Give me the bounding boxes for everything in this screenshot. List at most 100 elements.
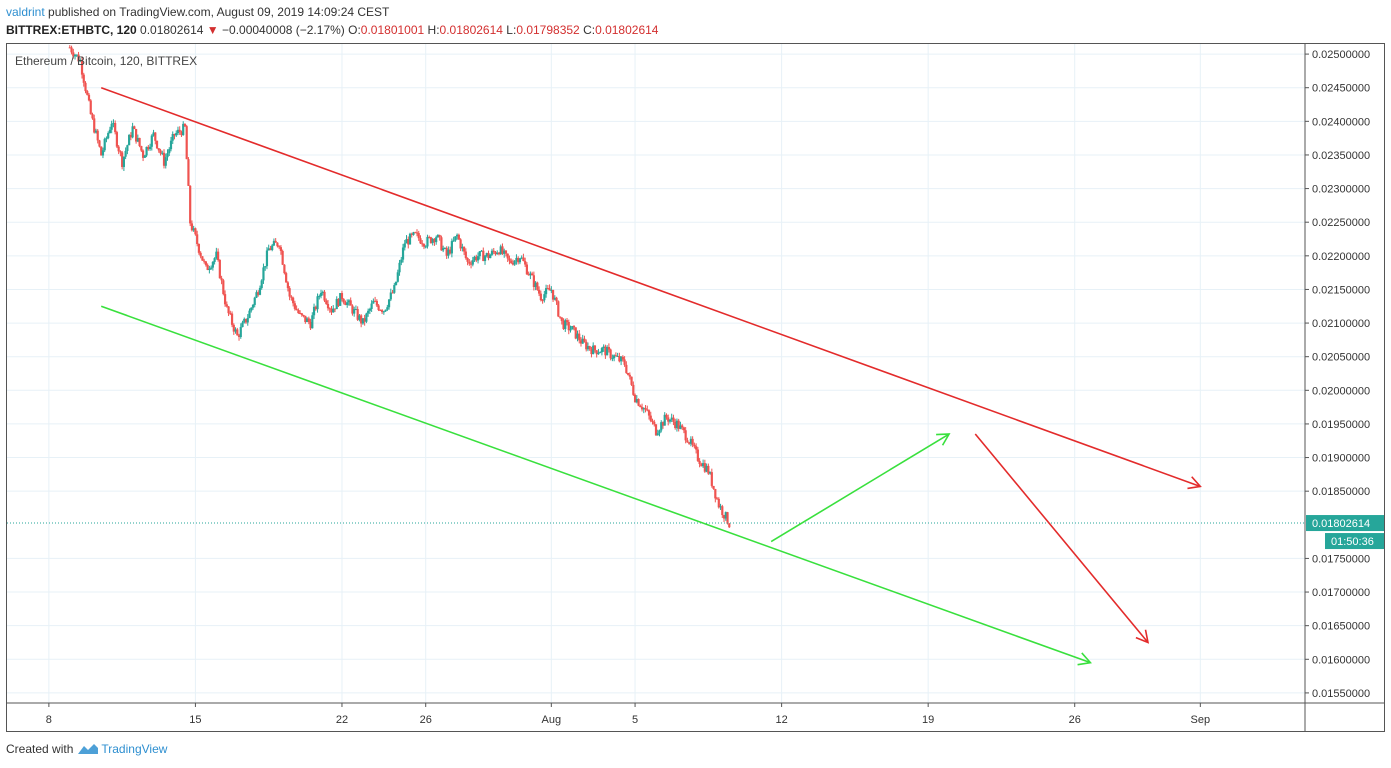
candle-body bbox=[682, 427, 686, 431]
candle-body bbox=[548, 288, 551, 291]
candle-body bbox=[663, 414, 666, 426]
candle-body bbox=[695, 446, 698, 450]
candle-body bbox=[72, 52, 75, 57]
x-tick-label: 5 bbox=[632, 714, 638, 726]
candle-body bbox=[412, 232, 415, 235]
y-tick-label: 0.01700000 bbox=[1312, 587, 1370, 599]
candle-body bbox=[614, 355, 617, 357]
candle-body bbox=[107, 133, 110, 139]
candle-body bbox=[635, 399, 638, 403]
price-change: −0.00040008 (−2.17%) bbox=[222, 23, 345, 37]
tradingview-link[interactable]: TradingView bbox=[77, 742, 167, 756]
candle-body bbox=[98, 140, 101, 147]
candle-body bbox=[136, 137, 139, 142]
candle-body bbox=[632, 384, 635, 395]
candle-body bbox=[452, 240, 455, 242]
candle-body bbox=[454, 236, 457, 241]
candle-body bbox=[466, 258, 469, 262]
x-tick-label: Aug bbox=[542, 714, 562, 726]
candle-body bbox=[445, 247, 448, 256]
candle-body bbox=[243, 318, 246, 323]
chart-frame[interactable] bbox=[6, 43, 1385, 732]
candle-body bbox=[367, 310, 370, 314]
candle-body bbox=[210, 267, 213, 269]
candle-body bbox=[712, 485, 715, 490]
y-tick-label: 0.02400000 bbox=[1312, 116, 1370, 128]
candle-body bbox=[152, 132, 155, 136]
candle-body bbox=[410, 233, 413, 235]
x-tick-label: 8 bbox=[46, 714, 52, 726]
candle-body bbox=[600, 348, 604, 353]
candle-body bbox=[640, 407, 644, 410]
candle-body bbox=[433, 238, 436, 243]
candle-body bbox=[562, 320, 565, 330]
candle-body bbox=[145, 146, 148, 156]
candle-body bbox=[429, 237, 433, 244]
author-link[interactable]: valdrint bbox=[6, 5, 45, 19]
candle-body bbox=[171, 133, 174, 141]
candle-body bbox=[415, 232, 419, 234]
last-price-tag bbox=[1306, 515, 1384, 532]
candle-body bbox=[544, 288, 548, 295]
candle-body bbox=[550, 289, 553, 291]
candle-body bbox=[138, 137, 141, 147]
candle-body bbox=[457, 234, 460, 240]
close-label: C: bbox=[583, 23, 596, 37]
high-label: H: bbox=[427, 23, 440, 37]
close-value: 0.01802614 bbox=[595, 23, 659, 37]
candle-body bbox=[375, 300, 378, 306]
candle-body bbox=[637, 399, 640, 406]
candle-body bbox=[187, 159, 190, 186]
candle-body bbox=[510, 260, 513, 264]
candle-body bbox=[112, 123, 115, 125]
candle-body bbox=[126, 145, 129, 151]
candle-body bbox=[347, 300, 351, 303]
candle-body bbox=[330, 308, 333, 313]
trendline-arrow bbox=[770, 433, 950, 543]
candle-body bbox=[456, 234, 459, 237]
last-price-tag-label: 0.01802614 bbox=[1312, 518, 1370, 530]
candle-body bbox=[344, 302, 347, 306]
candle-body bbox=[468, 261, 471, 264]
candle-body bbox=[353, 309, 356, 314]
candle-body bbox=[325, 300, 328, 304]
candle-body bbox=[459, 239, 462, 249]
candle-body bbox=[428, 236, 431, 238]
candle-body bbox=[180, 132, 183, 136]
trendline-arrow bbox=[100, 86, 1201, 488]
candle-body bbox=[670, 417, 673, 420]
candle-body bbox=[244, 318, 248, 323]
candle-body bbox=[707, 465, 710, 474]
candle-body bbox=[87, 94, 91, 101]
candle-body bbox=[501, 246, 504, 254]
candle-body bbox=[524, 261, 527, 265]
arrowhead-icon bbox=[936, 433, 951, 446]
candle-body bbox=[372, 300, 375, 304]
candle-body bbox=[661, 422, 665, 426]
candle-body bbox=[183, 123, 187, 127]
candle-body bbox=[265, 250, 269, 267]
candle-body bbox=[387, 299, 391, 308]
candle-body bbox=[255, 292, 258, 298]
candle-body bbox=[480, 250, 483, 252]
candle-body bbox=[464, 251, 467, 259]
candle-body bbox=[274, 240, 277, 243]
candle-body bbox=[103, 138, 106, 151]
candle-body bbox=[539, 293, 542, 301]
candle-body bbox=[234, 329, 237, 332]
candle-body bbox=[724, 512, 727, 519]
candle-body bbox=[229, 313, 232, 315]
candle-body bbox=[86, 91, 89, 95]
candle-body bbox=[253, 297, 256, 305]
candle-body bbox=[599, 352, 602, 354]
candle-body bbox=[230, 313, 234, 325]
candle-body bbox=[623, 359, 626, 365]
y-tick-label: 0.02450000 bbox=[1312, 83, 1370, 95]
candle-body bbox=[262, 267, 265, 281]
candle-body bbox=[182, 123, 185, 136]
candle-body bbox=[560, 317, 563, 321]
candle-body bbox=[700, 463, 703, 467]
candle-body bbox=[100, 146, 103, 156]
candle-body bbox=[141, 150, 145, 158]
